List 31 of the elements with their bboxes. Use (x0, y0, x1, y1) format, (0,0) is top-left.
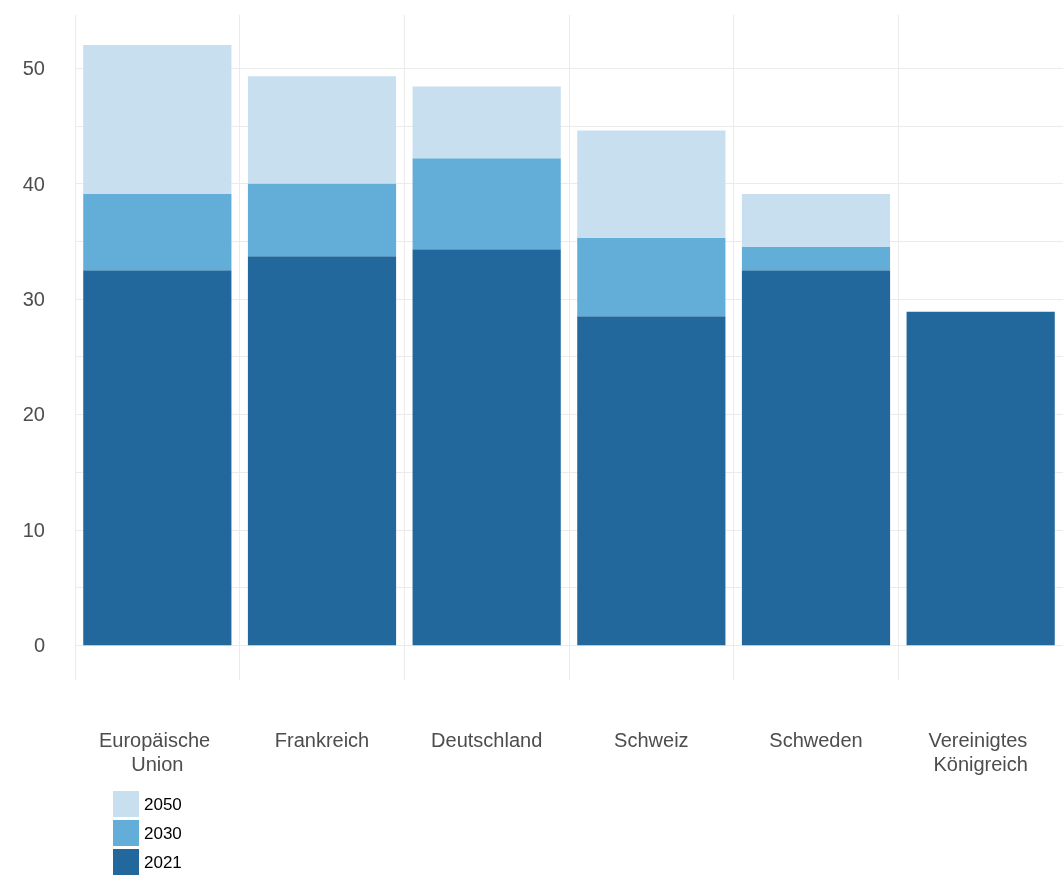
x-tick-label: Schweden (769, 729, 863, 751)
legend-label: 2050 (144, 794, 182, 814)
bar (577, 316, 726, 646)
legend-label: 2030 (144, 823, 182, 843)
bar (247, 76, 397, 184)
bar (906, 311, 1055, 646)
bar (577, 130, 726, 238)
bar (83, 45, 232, 194)
y-tick-label: 20 (22, 403, 45, 426)
bar (741, 193, 891, 248)
y-tick-label: 40 (22, 172, 45, 195)
bar (741, 270, 891, 646)
legend-label: 2021 (144, 852, 182, 872)
bar (412, 249, 561, 646)
bar (247, 183, 397, 257)
bar (83, 270, 232, 646)
x-tick-label: Frankreich (274, 729, 370, 751)
x-tick-label: Europäische Union (98, 729, 216, 775)
bar (577, 237, 726, 317)
y-tick-label: 30 (22, 288, 45, 311)
y-tick-label: 0 (33, 634, 45, 657)
bar (247, 256, 397, 646)
bar (412, 86, 561, 159)
y-tick-label: 10 (22, 518, 45, 541)
x-tick-label: Deutschland (431, 729, 543, 751)
y-tick-label: 50 (22, 57, 45, 80)
bar (412, 158, 561, 250)
x-tick-label: Vereinigtes Königreich (928, 729, 1033, 775)
x-tick-label: Schweiz (614, 729, 689, 751)
bar (83, 193, 232, 271)
bar (741, 247, 891, 271)
